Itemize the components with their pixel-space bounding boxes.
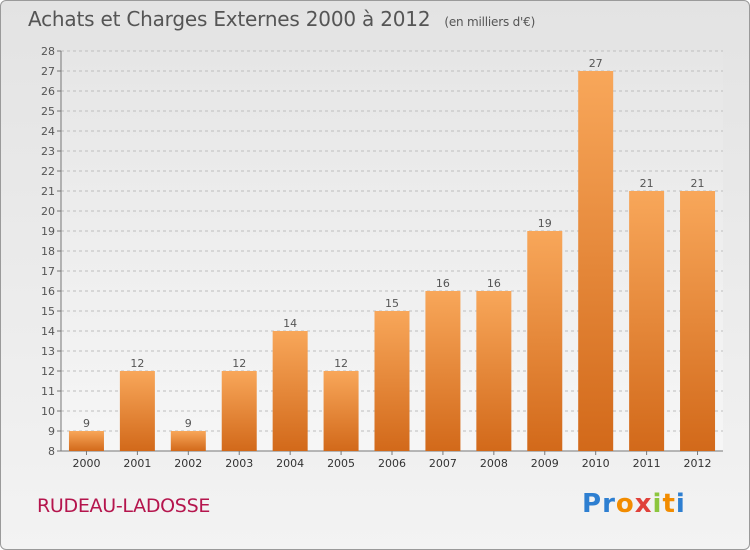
x-tick-label: 2006: [378, 457, 406, 470]
bar: [323, 371, 359, 451]
proxiti-logo: Proxiti: [582, 489, 686, 519]
x-tick-label: 2002: [174, 457, 202, 470]
data-label: 15: [385, 297, 399, 310]
bar-layer: [68, 71, 716, 451]
bar: [527, 231, 563, 451]
y-tick-label: 9: [48, 425, 55, 438]
y-tick-label: 15: [41, 305, 55, 318]
y-tick-label: 13: [41, 345, 55, 358]
y-tick-label: 14: [41, 325, 55, 338]
data-label: 12: [232, 357, 246, 370]
x-tick-label: 2001: [123, 457, 151, 470]
logo-letter: t: [662, 489, 676, 519]
bar: [629, 191, 665, 451]
data-label: 19: [538, 217, 552, 230]
chart-title: Achats et Charges Externes 2000 à 2012 (e…: [28, 7, 535, 31]
x-tick-label: 2009: [531, 457, 559, 470]
x-tick-label: 2005: [327, 457, 355, 470]
data-label: 16: [487, 277, 501, 290]
data-label: 16: [436, 277, 450, 290]
y-tick-label: 26: [41, 85, 55, 98]
bar: [68, 431, 104, 451]
y-tick-label: 23: [41, 145, 55, 158]
logo-letter: i: [675, 489, 686, 519]
label-layer: 2000 9 2001 12 2002 9 2003 12 2004 14 2005 12 2006 15…: [72, 57, 711, 470]
data-label: 21: [640, 177, 654, 190]
x-tick-label: 2012: [684, 457, 712, 470]
x-tick-label: 2004: [276, 457, 304, 470]
y-tick-label: 8: [48, 445, 55, 458]
logo-letter: P: [582, 489, 603, 519]
data-label: 21: [691, 177, 705, 190]
bar: [119, 371, 155, 451]
y-tick-label: 28: [41, 45, 55, 58]
y-tick-label: 20: [41, 205, 55, 218]
y-tick-label: 27: [41, 65, 55, 78]
logo-letter: x: [634, 489, 653, 519]
logo-letter: r: [602, 489, 616, 519]
x-tick-label: 2000: [72, 457, 100, 470]
bar: [221, 371, 257, 451]
bar: [272, 331, 308, 451]
data-label: 9: [83, 417, 90, 430]
bar: [578, 71, 614, 451]
data-label: 14: [283, 317, 297, 330]
y-tick-label: 17: [41, 265, 55, 278]
y-tick-label: 22: [41, 165, 55, 178]
x-tick-label: 2003: [225, 457, 253, 470]
x-tick-label: 2011: [633, 457, 661, 470]
x-tick-label: 2007: [429, 457, 457, 470]
y-tick-label: 18: [41, 245, 55, 258]
chart-unit: (en milliers d'€): [444, 15, 536, 29]
bar: [476, 291, 512, 451]
data-label: 12: [334, 357, 348, 370]
logo-letter: i: [652, 489, 663, 519]
x-tick-label: 2010: [582, 457, 610, 470]
city-name: RUDEAU-LADOSSE: [37, 495, 211, 517]
y-tick-label: 21: [41, 185, 55, 198]
y-tick-label: 25: [41, 105, 55, 118]
y-tick-label: 16: [41, 285, 55, 298]
data-label: 12: [130, 357, 144, 370]
data-label: 9: [185, 417, 192, 430]
x-tick-label: 2008: [480, 457, 508, 470]
y-tick-label: 12: [41, 365, 55, 378]
bar: [170, 431, 206, 451]
y-tick-label: 19: [41, 225, 55, 238]
bar: [374, 311, 410, 451]
chart-title-text: Achats et Charges Externes 2000 à 2012: [28, 7, 431, 31]
y-tick-label: 24: [41, 125, 55, 138]
y-tick-label: 11: [41, 385, 55, 398]
bar: [680, 191, 716, 451]
bar: [425, 291, 461, 451]
logo-letter: o: [615, 489, 635, 519]
y-tick-label: 10: [41, 405, 55, 418]
data-label: 27: [589, 57, 603, 70]
